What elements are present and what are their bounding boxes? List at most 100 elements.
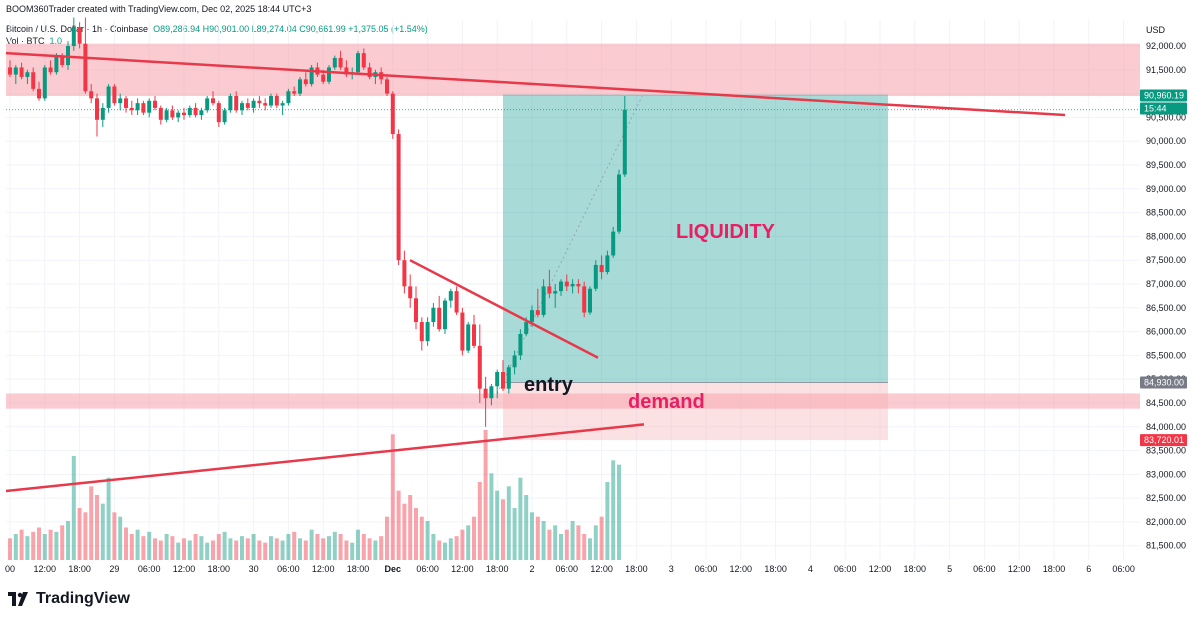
volume-bar — [443, 542, 447, 560]
volume-bar — [402, 503, 407, 560]
volume-bar — [472, 516, 476, 560]
volume-bar — [576, 525, 581, 560]
time-tick-label: 12:00 — [1008, 564, 1031, 574]
candle-body — [303, 79, 308, 85]
symbol-legend[interactable]: Bitcoin / U.S. Dollar · 1h · Coinbase O8… — [6, 24, 428, 34]
candle-body — [564, 281, 569, 287]
price-tick-label: 85,500.00 — [1146, 350, 1186, 360]
candle-body — [193, 107, 198, 116]
volume-bar — [582, 534, 587, 560]
candle-body — [501, 372, 505, 389]
candle-body — [489, 386, 494, 399]
candle-body — [205, 98, 210, 111]
volume-value: 1.0 — [49, 36, 63, 46]
ohlc-values: O89,286.94 H90,901.00 L89,274.04 C90,661… — [153, 24, 428, 34]
price-tick-label: 87,500.00 — [1146, 255, 1186, 265]
candle-body — [541, 286, 546, 315]
volume-bar — [147, 531, 152, 560]
price-badge: 90,960.19 — [1144, 91, 1184, 101]
candle-body — [495, 372, 500, 387]
volume-bar — [530, 512, 534, 560]
volume-bar — [477, 482, 482, 560]
volume-bar — [437, 540, 442, 560]
candle-body — [216, 103, 221, 123]
volume-bar — [367, 538, 372, 560]
candle-body — [13, 67, 18, 75]
candle-body — [396, 134, 401, 261]
volume-bar — [303, 540, 308, 560]
candle-body — [37, 88, 41, 99]
volume-bar — [153, 538, 157, 560]
volume-bar — [269, 536, 273, 560]
volume-bar — [251, 534, 256, 560]
time-tick-label: 29 — [109, 564, 119, 574]
volume-bar — [257, 540, 262, 560]
candle-body — [524, 322, 529, 334]
time-tick-label: 18:00 — [208, 564, 231, 574]
volume-bar — [216, 534, 221, 560]
time-tick-label: 06:00 — [834, 564, 857, 574]
volume-bar — [66, 521, 70, 560]
currency-label: USD — [1146, 25, 1166, 35]
candle-body — [385, 79, 389, 94]
candle-body — [605, 255, 610, 273]
volume-bar — [617, 464, 621, 560]
candle-body — [483, 388, 488, 399]
volume-bar — [390, 434, 395, 560]
time-axis[interactable]: 00 12:00 18:00 29 06:00 12:00 18:00 30 06:00 12:0… — [5, 564, 1135, 574]
price-axis[interactable]: 81,500.00 82,000.00 82,500.00 83,000.00 83,5… — [1140, 41, 1187, 551]
volume-bar — [263, 542, 268, 560]
volume-legend[interactable]: Vol · BTC 1.0 — [6, 36, 62, 46]
candle-body — [327, 67, 331, 82]
volume-bar — [129, 534, 134, 560]
price-tick-label: 88,500.00 — [1146, 208, 1186, 218]
candle-body — [263, 103, 268, 106]
candle-body — [309, 67, 314, 85]
time-tick-label: 12:00 — [869, 564, 892, 574]
candle-body — [8, 67, 12, 75]
volume-bar — [356, 529, 360, 560]
candle-body — [118, 98, 123, 104]
candle-body — [425, 322, 430, 342]
candle-body — [292, 91, 297, 94]
time-tick-label: 18:00 — [486, 564, 509, 574]
price-tick-label: 90,500.00 — [1146, 112, 1186, 122]
candle-body — [361, 53, 366, 68]
time-tick-label: 06:00 — [416, 564, 439, 574]
time-tick-label: 5 — [947, 564, 952, 574]
target-box — [503, 94, 888, 383]
time-tick-label: 12:00 — [451, 564, 474, 574]
candle-body — [274, 96, 279, 106]
candle-body — [211, 98, 215, 104]
volume-bar — [48, 529, 53, 560]
volume-bar — [547, 529, 552, 560]
price-tick-label: 88,000.00 — [1146, 231, 1186, 241]
time-tick-label: 18:00 — [904, 564, 927, 574]
candle-body — [344, 67, 349, 75]
volume-bar — [396, 490, 401, 560]
volume-bar — [106, 477, 111, 560]
volume-bar — [483, 430, 488, 560]
candle-body — [251, 100, 256, 108]
price-tick-label: 84,000.00 — [1146, 422, 1186, 432]
price-tick-label: 82,000.00 — [1146, 517, 1186, 527]
candle-body — [622, 109, 627, 175]
candle-body — [402, 260, 407, 287]
time-tick-label: 18:00 — [1043, 564, 1066, 574]
candle-body — [164, 110, 169, 120]
candle-body — [286, 91, 291, 104]
volume-bar — [425, 521, 430, 560]
volume-bar — [495, 490, 500, 560]
price-tick-label: 83,000.00 — [1146, 469, 1186, 479]
volume-bar — [205, 542, 210, 560]
tradingview-brand[interactable]: TradingView — [8, 590, 130, 608]
candle-body — [414, 298, 418, 323]
candle-body — [77, 27, 82, 44]
candle-body — [617, 174, 621, 232]
volume-bar — [245, 538, 250, 560]
volume-bar — [379, 536, 384, 560]
entry-badge-bg — [1140, 376, 1187, 389]
time-tick-label: 12:00 — [590, 564, 613, 574]
volume-bar — [419, 516, 424, 560]
